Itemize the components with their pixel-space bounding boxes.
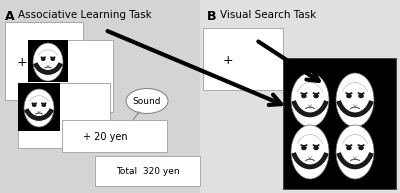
FancyBboxPatch shape — [283, 58, 396, 189]
Ellipse shape — [291, 73, 329, 127]
FancyBboxPatch shape — [95, 156, 200, 186]
Ellipse shape — [42, 104, 46, 106]
Ellipse shape — [347, 94, 351, 98]
Text: +: + — [44, 83, 52, 93]
Ellipse shape — [336, 125, 374, 179]
Ellipse shape — [359, 94, 363, 98]
Ellipse shape — [314, 146, 318, 150]
FancyBboxPatch shape — [18, 83, 60, 131]
Ellipse shape — [24, 89, 54, 127]
FancyBboxPatch shape — [203, 28, 283, 90]
Ellipse shape — [33, 43, 63, 81]
FancyBboxPatch shape — [5, 22, 83, 100]
Ellipse shape — [347, 146, 351, 150]
FancyBboxPatch shape — [18, 83, 110, 148]
Text: Visual Search Task: Visual Search Task — [220, 10, 316, 20]
FancyBboxPatch shape — [28, 40, 113, 112]
FancyBboxPatch shape — [62, 120, 167, 152]
Ellipse shape — [336, 73, 374, 127]
Ellipse shape — [302, 146, 306, 150]
Text: B: B — [207, 10, 216, 23]
FancyBboxPatch shape — [28, 40, 68, 82]
FancyBboxPatch shape — [200, 0, 400, 193]
Ellipse shape — [42, 58, 45, 60]
Text: +: + — [223, 53, 233, 67]
Text: A: A — [5, 10, 15, 23]
Ellipse shape — [291, 125, 329, 179]
Text: Associative Learning Task: Associative Learning Task — [18, 10, 152, 20]
Ellipse shape — [51, 58, 54, 60]
Text: +: + — [17, 56, 27, 69]
Ellipse shape — [302, 94, 306, 98]
Text: Total  320 yen: Total 320 yen — [116, 168, 180, 177]
Text: Sound: Sound — [133, 96, 161, 106]
Ellipse shape — [359, 146, 363, 150]
Ellipse shape — [126, 89, 168, 113]
Ellipse shape — [314, 94, 318, 98]
Ellipse shape — [32, 104, 36, 106]
Text: + 20 yen: + 20 yen — [83, 132, 127, 142]
